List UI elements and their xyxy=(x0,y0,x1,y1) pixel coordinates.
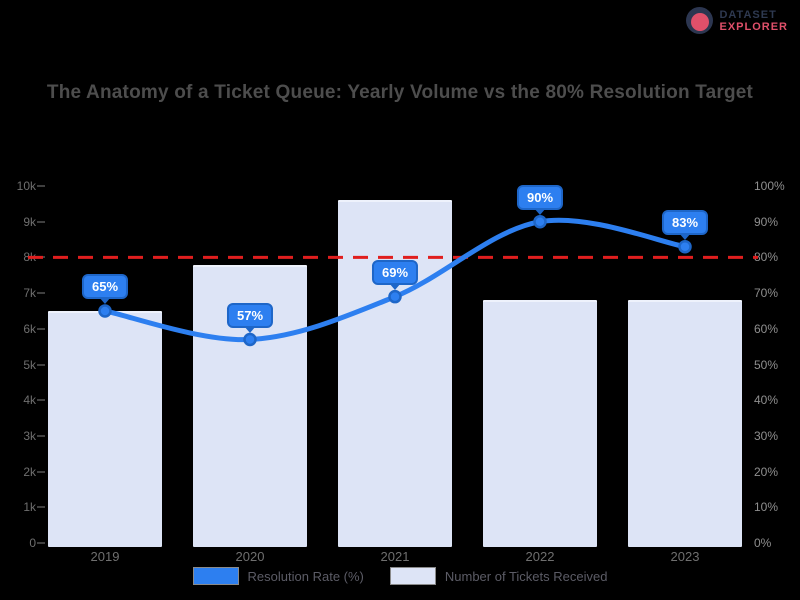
data-point-dot xyxy=(678,239,692,254)
y-axis-tick-mark xyxy=(37,327,45,330)
y-axis-tick-mark xyxy=(37,363,45,366)
y-axis-tick-mark xyxy=(37,185,45,187)
brand-name-line2: EXPLORER xyxy=(719,20,788,33)
bar xyxy=(483,300,597,547)
x-axis-label: 2022 xyxy=(525,549,555,564)
x-axis-label: 2019 xyxy=(90,549,120,564)
y-axis-tick-mark xyxy=(37,542,45,544)
brand-name: DATASET EXPLORER xyxy=(719,9,788,33)
x-axis-label: 2021 xyxy=(380,549,410,564)
y-axis-tick-label-right: 70% xyxy=(754,286,779,301)
y-axis-tick-mark xyxy=(37,220,45,223)
y-axis-tick-label-left: 7k xyxy=(23,286,36,301)
y-axis-tick-label-right: 100% xyxy=(754,179,785,193)
y-axis-tick-label-left: 9k xyxy=(23,214,36,229)
y-axis-tick-mark xyxy=(37,470,45,473)
bar xyxy=(628,300,742,547)
y-axis-tick-label-right: 0% xyxy=(754,536,772,550)
bar xyxy=(48,310,162,547)
y-axis-tick-mark xyxy=(37,292,45,295)
y-axis-tick-mark xyxy=(37,434,45,437)
y-axis-tick-label-left: 2k xyxy=(23,464,36,479)
y-axis-tick-label-right: 60% xyxy=(754,321,779,336)
data-label-badge: 57% xyxy=(226,302,274,328)
y-axis-tick-label-right: 10% xyxy=(754,500,779,515)
bar xyxy=(338,200,452,547)
y-axis-tick-mark xyxy=(37,506,45,509)
legend: Resolution Rate (%) Number of Tickets Re… xyxy=(0,567,800,585)
x-axis-label: 2020 xyxy=(235,549,265,564)
y-axis-tick-label-left: 10k xyxy=(16,179,36,193)
legend-item-line: Resolution Rate (%) xyxy=(192,567,364,585)
y-axis-tick-label-right: 90% xyxy=(754,214,779,229)
data-label-badge: 69% xyxy=(371,259,419,285)
legend-swatch-line-icon xyxy=(192,567,239,585)
legend-item-bars: Number of Tickets Received xyxy=(389,567,608,585)
y-axis-tick-label-left: 8k xyxy=(23,250,36,265)
y-axis-tick-mark xyxy=(37,256,45,259)
data-label-badge: 65% xyxy=(81,273,129,299)
brand-name-line1: DATASET xyxy=(719,8,777,21)
data-label-badge: 83% xyxy=(661,209,709,235)
x-axis-label: 2023 xyxy=(670,549,700,564)
y-axis-tick-label-right: 80% xyxy=(754,250,779,265)
y-axis-tick-label-left: 4k xyxy=(23,393,36,408)
legend-label-line: Resolution Rate (%) xyxy=(247,568,364,584)
y-axis-tick-label-left: 3k xyxy=(23,428,36,443)
y-axis-tick-label-right: 40% xyxy=(754,393,779,408)
legend-label-bars: Number of Tickets Received xyxy=(444,568,608,584)
y-axis-tick-label-right: 20% xyxy=(754,464,779,479)
brand-icon xyxy=(686,7,714,34)
y-axis-tick-label-left: 6k xyxy=(23,321,36,336)
brand-logo: DATASET EXPLORER xyxy=(686,7,788,34)
y-axis-tick-label-right: 50% xyxy=(754,357,779,372)
y-axis-tick-label-right: 30% xyxy=(754,428,779,443)
y-axis-tick-label-left: 5k xyxy=(23,357,36,372)
y-axis-tick-mark xyxy=(37,399,45,402)
y-axis-tick-label-left: 0 xyxy=(29,536,36,550)
data-label-badge: 90% xyxy=(516,184,564,210)
legend-swatch-bars-icon xyxy=(389,567,436,585)
chart-title: The Anatomy of a Ticket Queue: Yearly Vo… xyxy=(46,82,754,103)
y-axis-tick-label-left: 1k xyxy=(23,500,36,515)
data-point-dot xyxy=(533,214,547,229)
